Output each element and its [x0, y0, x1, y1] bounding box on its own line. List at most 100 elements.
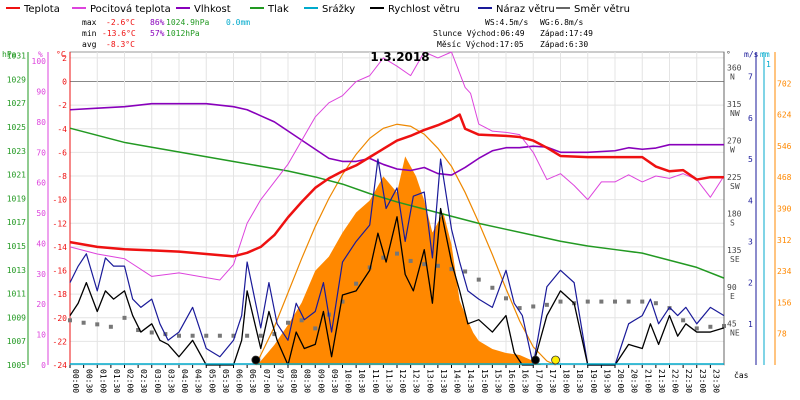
deg-tick-label: 45 — [727, 319, 737, 328]
x-tick-label: 10:30 — [357, 369, 366, 393]
deg-tick-label: 180 — [727, 210, 742, 219]
wind-direction-point — [613, 299, 617, 304]
deg-tick-label: 360 — [727, 63, 742, 72]
stat-sunrise: Slunce Východ:06:49 — [433, 29, 525, 38]
x-tick-label: 03:30 — [166, 369, 175, 393]
wind-direction-point — [449, 267, 454, 272]
sun-tick-label: 546 — [777, 142, 792, 151]
stat-wind-speed: WS:4.5m/s — [485, 18, 529, 27]
legend-label: Tlak — [267, 4, 289, 15]
x-tick-label: 19:30 — [602, 369, 611, 393]
wind-direction-point — [68, 318, 72, 323]
wind-direction-point — [585, 299, 590, 304]
pct-tick-label: 40 — [36, 239, 46, 248]
wind-direction-point — [272, 332, 277, 337]
stat-wind-gust: WG:6.8m/s — [540, 18, 584, 27]
wind-direction-point — [422, 262, 427, 267]
right-axes: °360N315NW270W225SW180S135SE90E45NEm/s76… — [723, 50, 792, 365]
sun-tick-label: 390 — [777, 205, 792, 214]
wind-direction-point — [558, 299, 563, 304]
x-tick-label: 18:00 — [562, 369, 571, 393]
x-tick-label: 17:30 — [548, 369, 557, 393]
theoretical-radiation-line — [255, 123, 556, 366]
wind-direction-point — [653, 301, 658, 306]
ms-tick-label: 1 — [748, 320, 753, 329]
temperature-line — [69, 113, 724, 258]
x-tick-label: 13:00 — [425, 369, 434, 393]
deg-tick-label: 90 — [727, 283, 737, 292]
c-tick-label: -8 — [57, 172, 67, 181]
c-tick-label: -16 — [53, 267, 68, 276]
x-tick-label: 01:00 — [98, 369, 107, 393]
event-marker — [551, 355, 560, 365]
c-tick-label: 0 — [62, 78, 67, 87]
x-tick-label: 05:00 — [207, 369, 216, 393]
ms-tick-label: 7 — [748, 73, 753, 82]
sun-tick-label: 468 — [777, 173, 792, 182]
wind-direction-point — [531, 304, 536, 309]
wind-direction-point — [122, 315, 127, 320]
c-axis-label: °C — [56, 50, 66, 59]
hpa-tick-label: 1009 — [7, 313, 26, 322]
deg-direction-label: NW — [730, 109, 740, 118]
legend-label: Směr větru — [574, 3, 630, 15]
wind-direction-point — [408, 258, 413, 263]
stat-moonset: Západ:6:30 — [540, 40, 588, 49]
hpa-tick-label: 1029 — [7, 75, 26, 84]
event-marker — [531, 355, 540, 365]
wind-direction-point — [708, 324, 713, 329]
wind-direction-point — [504, 296, 508, 301]
x-tick-label: 18:30 — [575, 369, 584, 393]
sun-tick-label: 156 — [777, 298, 792, 307]
pct-tick-label: 70 — [36, 148, 46, 157]
wind-direction-point — [95, 322, 100, 327]
wind-direction-point — [490, 285, 495, 290]
stat-moonrise: Měsíc Východ:17:05 — [437, 40, 524, 49]
deg-direction-label: W — [730, 145, 735, 154]
x-tick-label: 08:30 — [303, 369, 312, 393]
x-tick-label: 00:00 — [71, 369, 80, 393]
hpa-tick-label: 1013 — [7, 266, 26, 275]
legend-label: Vlhkost — [194, 4, 231, 15]
hpa-tick-label: 1017 — [7, 218, 26, 227]
wind-direction-point — [190, 333, 195, 338]
x-tick-label: 10:00 — [344, 369, 353, 393]
x-tick-label: 14:30 — [466, 369, 475, 393]
sun-tick-label: 702 — [777, 79, 792, 88]
pct-tick-label: 100 — [32, 57, 47, 66]
ms-tick-label: 2 — [748, 279, 753, 288]
stats-block: max -2.6°C 86% 1024.9hPa 0.0mm min -13.6… — [82, 18, 593, 49]
wind-direction-point — [681, 318, 686, 323]
chart-legend: Teplota Pocitová teplota Vlhkost Tlak Srážky… — [6, 3, 630, 15]
hpa-tick-label: 1021 — [7, 171, 26, 180]
stat-max-label: max — [82, 18, 97, 27]
x-tick-label: 08:00 — [289, 369, 298, 393]
hpa-tick-label: 1023 — [7, 147, 26, 156]
deg-tick-label: 225 — [727, 173, 742, 182]
x-tick-label: 06:30 — [248, 369, 257, 393]
pct-tick-label: 90 — [36, 88, 46, 97]
x-tick-label: 12:00 — [398, 369, 407, 393]
pct-tick-label: 60 — [36, 179, 46, 188]
c-tick-label: -14 — [53, 243, 68, 252]
pct-tick-label: 30 — [36, 270, 46, 279]
legend-label: Rychlost větru — [388, 3, 460, 15]
x-tick-label: 12:30 — [412, 369, 421, 393]
pct-tick-label: 80 — [36, 118, 46, 127]
mm-tick-label: 1 — [766, 60, 771, 69]
pct-tick-label: 50 — [36, 209, 46, 218]
deg-tick-label: 315 — [727, 100, 742, 109]
x-tick-label: 09:00 — [316, 369, 325, 393]
x-tick-label: 00:30 — [85, 369, 94, 393]
x-tick-label: 20:00 — [616, 369, 625, 393]
deg-direction-label: SE — [730, 255, 740, 264]
x-tick-label: 07:00 — [262, 369, 271, 393]
wind-direction-point — [149, 330, 154, 335]
deg-direction-label: SW — [730, 182, 740, 191]
x-tick-label: 05:30 — [221, 369, 230, 393]
stat-min-humidity: 57% — [150, 29, 165, 38]
c-tick-label: -4 — [57, 125, 67, 134]
c-tick-label: -20 — [53, 314, 68, 323]
c-tick-label: -2 — [57, 101, 67, 110]
pct-tick-label: 20 — [36, 300, 46, 309]
